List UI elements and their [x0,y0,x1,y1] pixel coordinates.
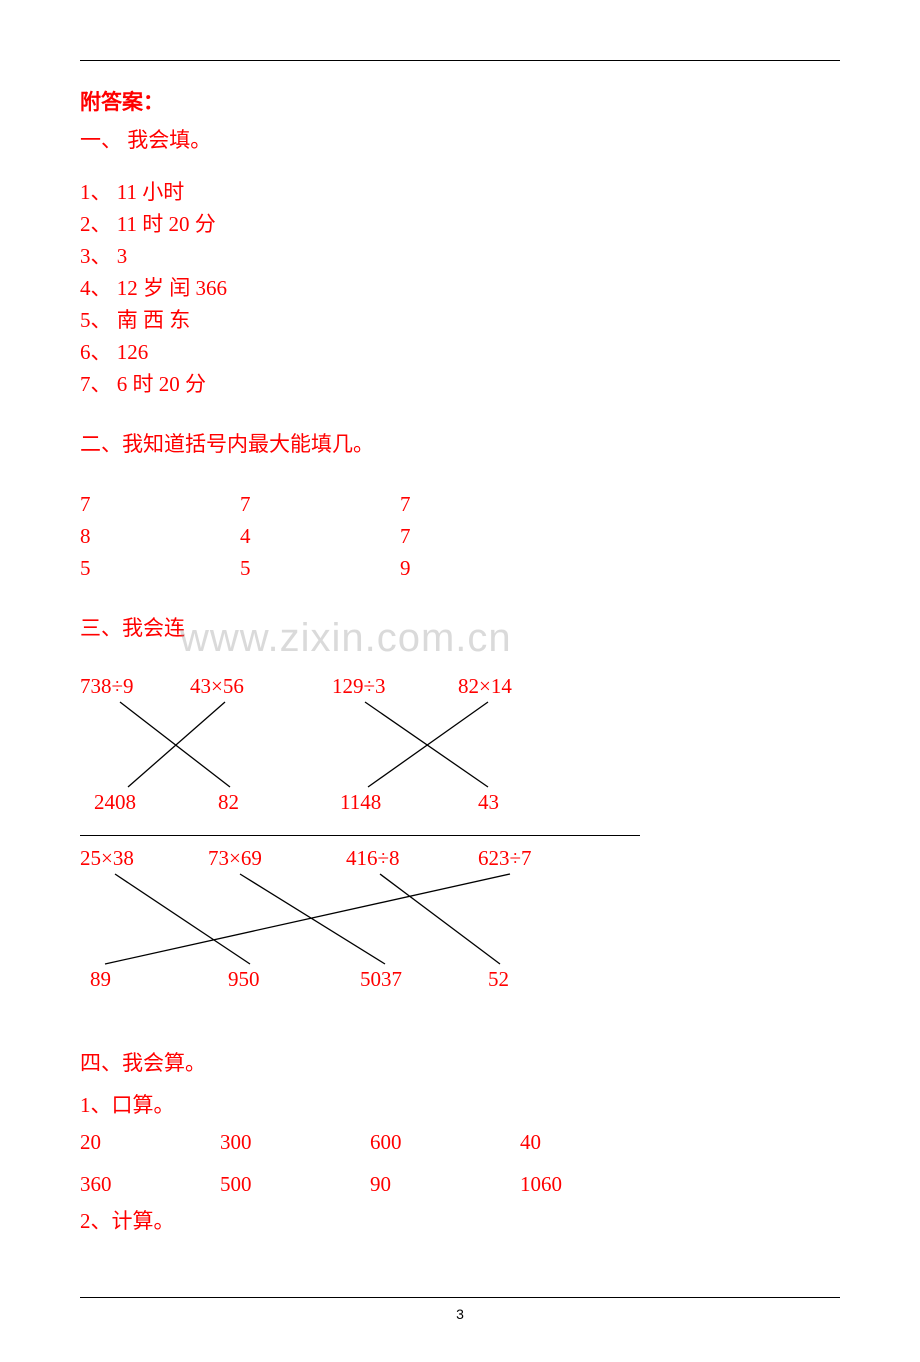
calc-cell: 360 [80,1163,220,1205]
mid-rule [80,835,640,836]
section4-grid: 20 300 600 40 360 500 90 1060 [80,1121,840,1205]
section2-cell: 7 [400,488,560,520]
section2-cell: 8 [80,520,240,552]
section2-cell: 5 [80,552,240,584]
section4-sub2-heading: 2、计算。 [80,1205,840,1237]
match-line [120,702,230,787]
expr-bottom: 89 [90,967,111,992]
expr-bottom: 1148 [340,790,381,815]
section2-heading: 二、我知道括号内最大能填几。 [80,428,840,460]
section4-sub1-heading: 1、口算。 [80,1089,840,1121]
match-line [128,702,225,787]
expr-bottom: 950 [228,967,260,992]
match-line [105,874,510,964]
section1-item: 5、 南 西 东 [80,304,840,336]
expr-bottom: 52 [488,967,509,992]
answers-title: 附答案： [80,86,840,116]
calc-cell: 300 [220,1121,370,1163]
section1-item: 1、 11 小时 [80,176,840,208]
calc-cell: 500 [220,1163,370,1205]
section2-cell: 5 [240,552,400,584]
section2-cell: 9 [400,552,560,584]
section1-list: 1、 11 小时 2、 11 时 20 分 3、 3 4、 12 岁 闰 366… [80,176,840,400]
section2-grid: 7 7 7 8 4 7 5 5 9 [80,488,840,584]
matching-group-1: 738÷9 43×56 129÷3 82×14 2408 82 1148 43 [80,672,640,827]
calc-cell: 1060 [520,1163,640,1205]
section1-item: 7、 6 时 20 分 [80,368,840,400]
section2-cell: 7 [240,488,400,520]
calc-cell: 20 [80,1121,220,1163]
expr-bottom: 5037 [360,967,402,992]
section3-heading: 三、我会连 [80,612,840,644]
expr-bottom: 2408 [94,790,136,815]
section1-heading: 一、 我会填。 [80,124,840,156]
top-rule [80,60,840,61]
section1-item: 4、 12 岁 闰 366 [80,272,840,304]
calc-cell: 90 [370,1163,520,1205]
match-line [240,874,385,964]
calc-cell: 40 [520,1121,640,1163]
section1-item: 6、 126 [80,336,840,368]
section4-heading: 四、我会算。 [80,1047,840,1079]
calc-cell: 600 [370,1121,520,1163]
section2-cell: 4 [240,520,400,552]
expr-bottom: 43 [478,790,499,815]
section1-item: 2、 11 时 20 分 [80,208,840,240]
matching-group-2: 25×38 73×69 416÷8 623÷7 89 950 5037 52 [80,844,640,1009]
page-number: 3 [80,1297,840,1322]
expr-bottom: 82 [218,790,239,815]
section2-cell: 7 [400,520,560,552]
section1-item: 3、 3 [80,240,840,272]
document-page: www.zixin.com.cn 附答案： 一、 我会填。 1、 11 小时 2… [0,0,920,1362]
section2-cell: 7 [80,488,240,520]
match-line [380,874,500,964]
match-line [115,874,250,964]
